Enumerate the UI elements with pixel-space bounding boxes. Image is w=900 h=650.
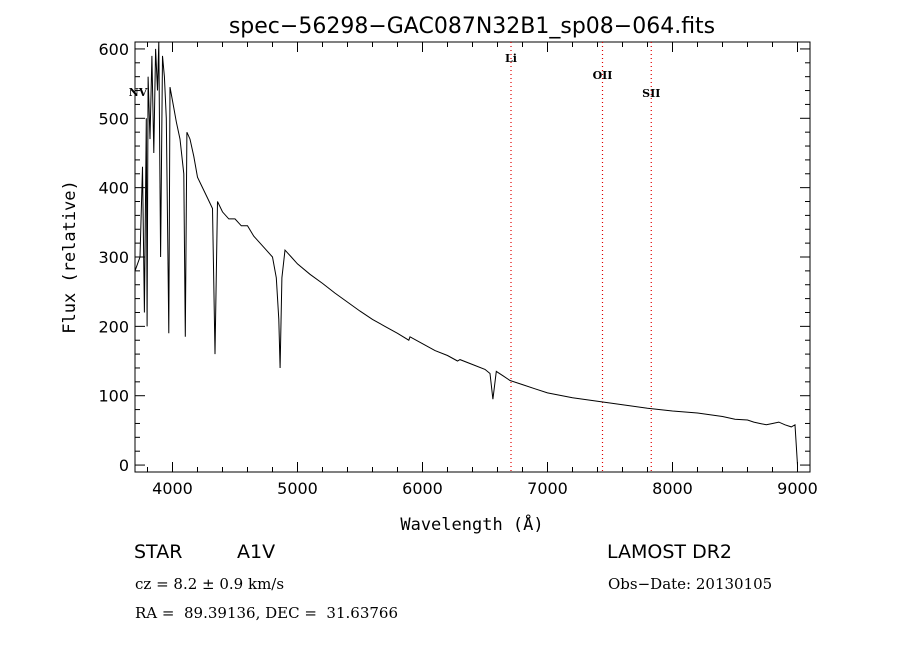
line-label-li: Li xyxy=(505,52,517,65)
y-axis-label: Flux (relative) xyxy=(60,180,80,334)
y-tick-label: 500 xyxy=(98,109,129,128)
line-label-oii: OII xyxy=(593,69,613,82)
plot-frame xyxy=(134,41,811,473)
line-label-sii: SII xyxy=(642,87,660,100)
x-tick-label: 4000 xyxy=(152,479,193,498)
y-tick-label: 100 xyxy=(98,387,129,406)
x-axis-ticks: 4000 5000 6000 7000 8000 9000 xyxy=(147,42,818,498)
nv-marker-label: NV xyxy=(129,86,148,99)
line-markers: Li OII SII xyxy=(505,42,660,472)
chart-title: spec−56298−GAC087N32B1_sp08−064.fits xyxy=(229,14,715,39)
survey-name: LAMOST DR2 xyxy=(607,541,732,563)
x-tick-label: 9000 xyxy=(777,479,818,498)
x-tick-label: 6000 xyxy=(402,479,443,498)
y-tick-label: 200 xyxy=(98,317,129,336)
spectral-class: A1V xyxy=(237,541,276,563)
observation-date: Obs−Date: 20130105 xyxy=(608,575,773,593)
y-tick-label: 0 xyxy=(119,456,129,475)
x-tick-label: 8000 xyxy=(652,479,693,498)
x-tick-label: 5000 xyxy=(277,479,318,498)
y-axis-ticks: 0 100 200 300 400 500 600 xyxy=(98,40,810,475)
y-tick-label: 400 xyxy=(98,179,129,198)
flux-spectrum-line xyxy=(134,41,798,466)
redshift-velocity: cz = 8.2 ± 0.9 km/s xyxy=(135,575,285,593)
y-tick-label: 600 xyxy=(98,40,129,59)
x-tick-label: 7000 xyxy=(527,479,568,498)
coordinates: RA = 89.39136, DEC = 31.63766 xyxy=(135,604,399,622)
y-tick-label: 300 xyxy=(98,248,129,267)
x-axis-label: Wavelength (Å) xyxy=(400,513,543,535)
object-type: STAR xyxy=(134,541,183,563)
